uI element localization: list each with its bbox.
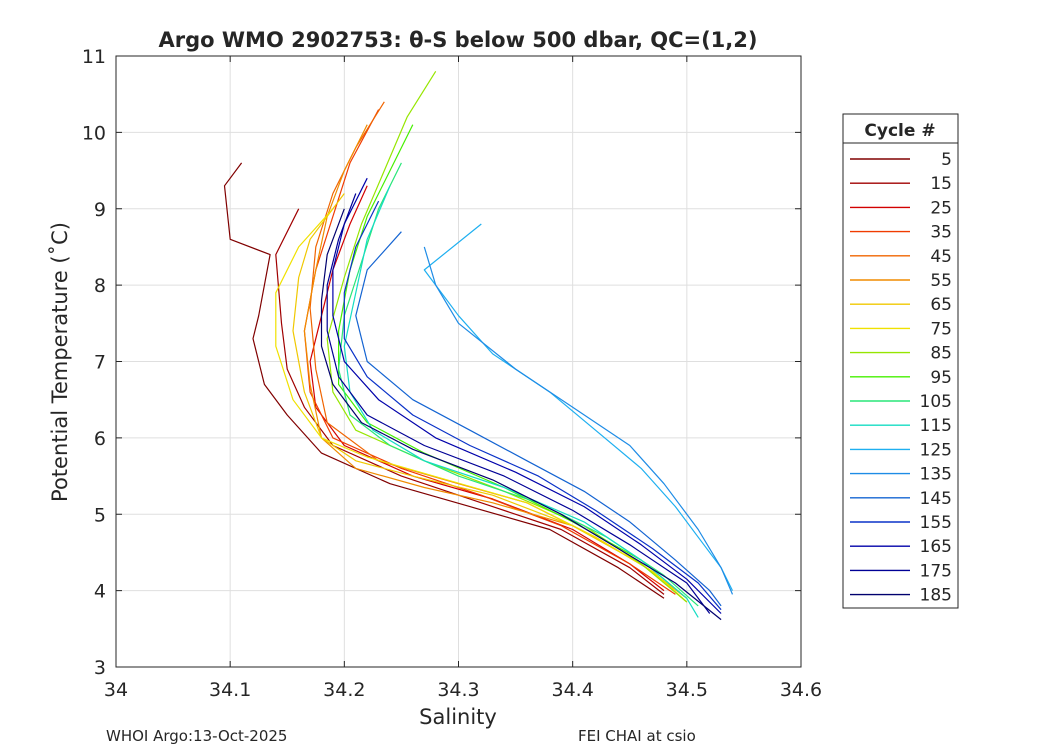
- footer-left: WHOI Argo:13-Oct-2025: [106, 727, 287, 745]
- legend-label: 135: [920, 465, 952, 485]
- legend-title: Cycle #: [864, 121, 935, 141]
- x-tick-label: 34.4: [552, 679, 594, 701]
- legend-label: 145: [920, 489, 952, 509]
- y-tick-label: 3: [94, 657, 106, 679]
- x-tick-label: 34.1: [209, 679, 251, 701]
- legend-label: 25: [930, 198, 952, 218]
- legend-label: 125: [920, 440, 952, 460]
- y-tick-label: 8: [94, 275, 106, 297]
- x-tick-label: 34.6: [780, 679, 822, 701]
- chart-title: Argo WMO 2902753: θ-S below 500 dbar, QC…: [159, 28, 758, 52]
- y-tick-label: 10: [82, 122, 106, 144]
- footer-right: FEI CHAI at csio: [578, 727, 696, 745]
- y-tick-label: 7: [94, 352, 106, 374]
- x-tick-label: 34: [104, 679, 128, 701]
- legend-label: 35: [930, 223, 952, 243]
- legend-label: 105: [920, 392, 952, 412]
- legend-label: 85: [930, 344, 952, 364]
- legend-label: 45: [930, 247, 952, 267]
- series-line-cycle-75: [275, 208, 688, 603]
- legend-label: 175: [920, 561, 952, 581]
- legend-label: 5: [941, 150, 952, 170]
- series-line-cycle-35: [303, 109, 676, 595]
- x-axis-label: Salinity: [419, 705, 497, 729]
- legend-label: 75: [930, 319, 952, 339]
- y-tick-label: 9: [94, 199, 106, 221]
- legend-label: 165: [920, 537, 952, 557]
- legend-box: [842, 113, 959, 609]
- legend-label: 55: [930, 271, 952, 291]
- legend-label: 155: [920, 513, 952, 533]
- x-tick-label: 34.3: [437, 679, 479, 701]
- y-tick-label: 4: [94, 581, 106, 603]
- series-layer: [223, 70, 734, 621]
- legend-label: 95: [930, 368, 952, 388]
- series-line-cycle-185: [320, 208, 722, 621]
- y-tick-label: 11: [82, 46, 106, 68]
- series-line-cycle-175: [326, 193, 711, 614]
- series-line-cycle-155: [343, 200, 722, 611]
- legend: Cycle # 5 15 25 35 45 55 65 75 85 95 105 115 125 135 1…: [842, 113, 959, 609]
- series-line-cycle-5: [223, 162, 665, 599]
- legend-label: 115: [920, 416, 952, 436]
- x-tick-label: 34.5: [666, 679, 708, 701]
- legend-items: 5 15 25 35 45 55 65 75 85 95 105 115 125 135 145 155 165…: [850, 150, 952, 606]
- series-line-cycle-165: [332, 177, 722, 614]
- series-line-cycle-25: [309, 185, 665, 592]
- legend-label: 65: [930, 295, 952, 315]
- y-tick-label: 6: [94, 428, 106, 450]
- x-tick-label: 34.2: [323, 679, 365, 701]
- series-line-cycle-135: [423, 246, 734, 595]
- series-line-cycle-145: [355, 231, 722, 607]
- y-axis-label: Potential Temperature (˚C): [48, 222, 72, 502]
- legend-label: 185: [920, 586, 952, 606]
- series-line-cycle-125: [423, 223, 734, 591]
- legend-label: 15: [930, 174, 952, 194]
- y-tick-label: 5: [94, 504, 106, 526]
